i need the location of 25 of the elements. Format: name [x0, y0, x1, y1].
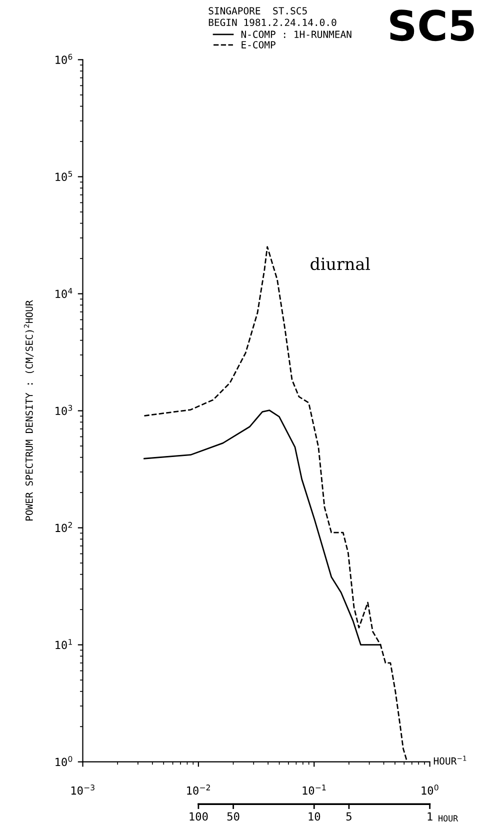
y-tick-label: 10$^{3}$ [56, 404, 72, 416]
y-axis-title: POWER SPECTRUM DENSITY : (CM/SEC)$^{2}$HOUR [24, 300, 34, 520]
y-tick-label: 10$^{5}$ [56, 170, 72, 182]
x-tick-label: 10$^{−1}$ [302, 784, 326, 795]
chart-subtitle: BEGIN 1981.2.24.14.0.0 [208, 18, 336, 26]
text: 100 [190, 812, 208, 821]
x-tick-label: 10$^{−3}$ [71, 784, 94, 795]
y-tick-label: 10$^{4}$ [56, 288, 72, 298]
y-tick-label: 10$^{1}$ [56, 639, 72, 650]
text: HOUR [438, 815, 458, 822]
x-axis-title: HOUR$^{−1}$ [434, 756, 466, 765]
text: 10 [308, 812, 320, 821]
x-tick-label: 10$^{−2}$ [187, 784, 210, 795]
y-tick-label: 10$^{2}$ [56, 522, 72, 532]
text: 5 [346, 812, 352, 821]
annotation: diurnal [310, 257, 370, 270]
legend-label: E-COMP [242, 41, 276, 48]
text: SC5 [390, 10, 474, 42]
x-tick-label: 10$^{0}$ [422, 784, 438, 795]
chart-title: SINGAPORE ST.SC5 [208, 7, 307, 14]
y-tick-label: 10$^{0}$ [56, 756, 72, 766]
y-tick-label: 10$^{6}$ [56, 54, 72, 64]
legend-label: N-COMP : 1H-RUNMEAN [241, 30, 352, 38]
text: 1 [428, 812, 432, 820]
text: 50 [227, 812, 240, 821]
